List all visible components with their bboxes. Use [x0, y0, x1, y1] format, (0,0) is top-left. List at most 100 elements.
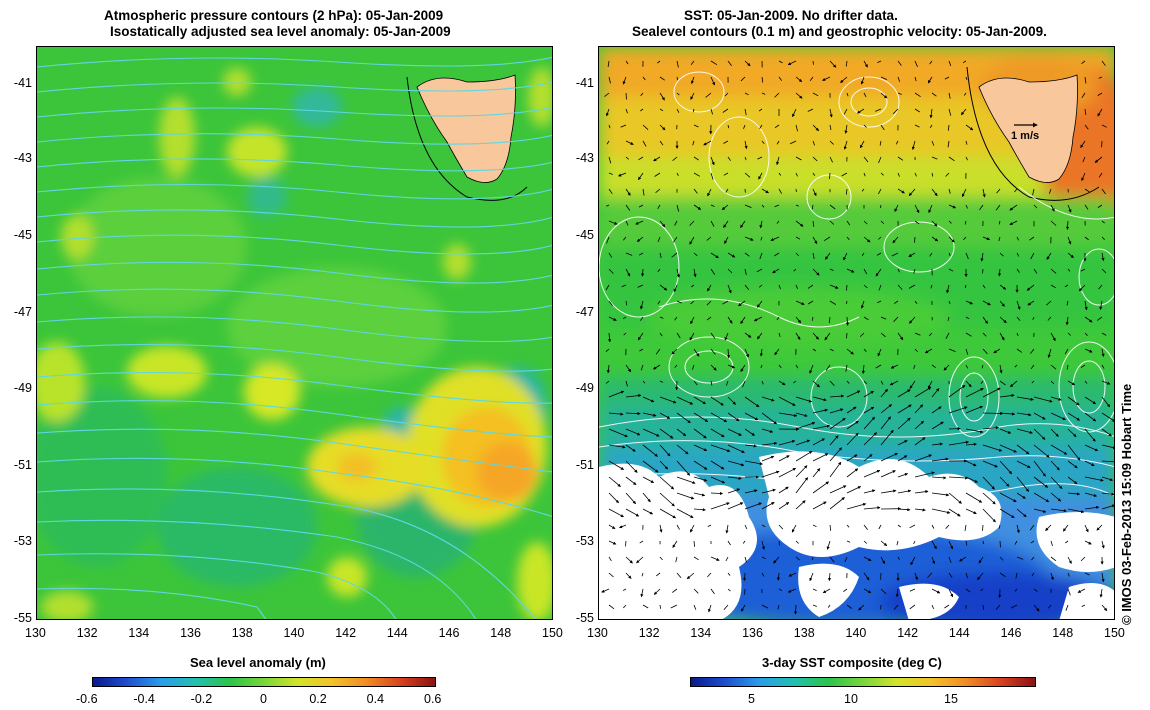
velocity-arrow: [1065, 220, 1070, 230]
velocity-arrow: [760, 236, 763, 241]
velocity-arrow: [863, 380, 867, 385]
velocity-arrow: [710, 172, 714, 180]
sst-colorbar-tick: 15: [944, 692, 958, 706]
velocity-arrow: [795, 396, 813, 403]
velocity-arrow: [659, 428, 674, 439]
velocity-arrow: [795, 556, 800, 561]
velocity-arrow: [608, 444, 626, 449]
velocity-arrow: [744, 236, 754, 241]
velocity-arrow: [914, 387, 932, 398]
velocity-arrow: [1030, 540, 1035, 544]
velocity-arrow: [829, 485, 847, 494]
velocity-arrow: [778, 364, 782, 369]
velocity-arrow: [948, 188, 951, 194]
velocity-arrow: [727, 396, 736, 405]
velocity-arrow: [948, 252, 951, 257]
velocity-arrow: [1031, 380, 1035, 384]
velocity-arrow: [812, 140, 815, 146]
velocity-arrow: [845, 188, 848, 195]
velocity-arrow: [980, 252, 984, 262]
velocity-arrow: [795, 450, 813, 462]
velocity-arrow: [676, 476, 696, 484]
velocity-arrow: [889, 380, 899, 386]
velocity-arrow: [743, 572, 747, 582]
velocity-arrow: [638, 172, 644, 181]
velocity-arrow: [689, 220, 695, 226]
velocity-arrow: [1029, 524, 1035, 531]
velocity-arrow: [637, 284, 644, 288]
velocity-arrow: [708, 604, 712, 613]
velocity-arrow: [692, 364, 695, 370]
velocity-arrow: [948, 406, 968, 414]
velocity-arrow: [759, 348, 763, 357]
velocity-arrow: [727, 316, 733, 324]
left-title-line2: Isostatically adjusted sea level anomaly…: [110, 24, 451, 39]
velocity-arrow: [812, 188, 817, 197]
velocity-arrow: [846, 300, 848, 305]
sla-colorbar-tick: 0.4: [366, 692, 385, 706]
velocity-arrow: [1084, 476, 1104, 482]
velocity-arrow: [928, 204, 933, 214]
velocity-arrow: [774, 252, 780, 257]
velocity-arrow: [605, 380, 610, 384]
velocity-arrow: [640, 300, 644, 310]
velocity-arrow: [676, 428, 687, 437]
velocity-arrow: [960, 108, 967, 116]
velocity-arrow: [778, 60, 783, 64]
velocity-arrow: [1067, 476, 1078, 485]
velocity-arrow: [1030, 252, 1035, 260]
velocity-arrow: [659, 524, 663, 533]
velocity-arrow: [948, 92, 951, 99]
velocity-arrow: [1029, 236, 1035, 241]
velocity-arrow: [625, 411, 641, 416]
velocity-arrow: [846, 284, 848, 291]
velocity-arrow: [1016, 508, 1027, 518]
sea-level-anomaly-plot: [37, 47, 552, 619]
velocity-arrow: [608, 524, 616, 530]
velocity-arrow: [761, 604, 769, 609]
velocity-arrow: [659, 476, 675, 490]
tasmania-land-right: [966, 66, 1100, 201]
velocity-arrow: [622, 76, 627, 85]
velocity-arrow: [744, 444, 757, 448]
velocity-arrow: [807, 108, 814, 112]
velocity-arrow: [659, 108, 664, 112]
velocity-arrow: [1084, 380, 1088, 384]
velocity-arrow: [693, 396, 707, 405]
velocity-arrow: [778, 455, 790, 462]
velocity-arrow: [913, 540, 916, 545]
velocity-arrow: [930, 284, 933, 289]
velocity-arrow: [659, 380, 664, 383]
velocity-arrow: [863, 390, 874, 398]
velocity-arrow: [608, 556, 612, 562]
velocity-arrow: [725, 556, 729, 562]
velocity-arrow: [931, 364, 936, 369]
velocity-arrow: [1084, 396, 1097, 405]
velocity-arrow: [625, 300, 628, 306]
velocity-arrow: [722, 300, 729, 305]
velocity-arrow: [761, 428, 774, 433]
velocity-arrow: [863, 406, 875, 414]
velocity-arrow: [1014, 588, 1018, 592]
velocity-arrow: [897, 188, 905, 194]
velocity-arrow: [880, 416, 891, 430]
velocity-arrow: [625, 156, 629, 160]
velocity-arrow: [965, 442, 977, 446]
velocity-arrow: [721, 204, 729, 211]
velocity-arrow: [640, 92, 644, 97]
velocity-arrow: [893, 604, 899, 610]
velocity-arrow: [999, 460, 1013, 475]
velocity-arrow: [1016, 268, 1020, 273]
velocity-arrow: [1067, 444, 1081, 461]
velocity-arrow: [897, 60, 902, 66]
x-tick-label: 132: [638, 626, 660, 640]
velocity-arrow: [880, 380, 884, 385]
x-tick-label: 140: [845, 626, 867, 640]
velocity-arrow: [999, 380, 1006, 386]
x-tick-label: 150: [542, 626, 563, 640]
velocity-arrow: [812, 124, 819, 132]
velocity-arrow: [1067, 572, 1070, 577]
velocity-arrow: [725, 188, 729, 193]
velocity-arrow: [1016, 444, 1030, 455]
velocity-arrow: [965, 204, 968, 209]
